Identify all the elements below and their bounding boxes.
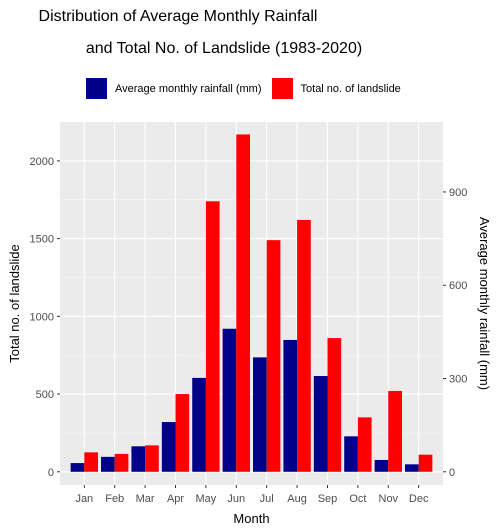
bar-rainfall-oct: [344, 436, 358, 472]
x-axis-tick-label: Jun: [227, 493, 245, 505]
x-axis-tick-label: Feb: [105, 493, 124, 505]
x-axis-tick-label: Dec: [409, 493, 429, 505]
x-axis-tick-label: Aug: [287, 493, 307, 505]
x-axis-tick-label: Mar: [136, 493, 155, 505]
bar-rainfall-may: [192, 377, 206, 472]
bar-rainfall-mar: [131, 446, 146, 472]
left-axis-tick-label: 1000: [30, 311, 54, 323]
right-axis-title: Average monthly rainfall (mm): [477, 217, 492, 390]
bar-landslide-nov: [388, 390, 402, 472]
bar-rainfall-nov: [374, 459, 389, 472]
left-axis-tick-label: 500: [36, 389, 54, 401]
legend-key-rainfall: [86, 78, 107, 99]
chart-title-line2: and Total No. of Landslide (1983-2020): [85, 40, 363, 57]
bar-rainfall-feb: [101, 456, 115, 472]
right-axis-tick-label: 300: [449, 374, 467, 386]
bar-landslide-may: [205, 201, 220, 472]
bar-rainfall-apr: [161, 422, 176, 472]
left-axis-tick-label: 1500: [30, 234, 54, 246]
bar-landslide-jun: [236, 134, 250, 472]
x-axis-tick-label: Jan: [75, 493, 93, 505]
bar-rainfall-aug: [283, 339, 298, 472]
x-axis-tick-label: Nov: [379, 493, 399, 505]
left-axis-tick-label: 0: [48, 467, 54, 479]
bar-landslide-jan: [84, 452, 98, 472]
bar-landslide-mar: [145, 445, 159, 472]
bar-landslide-feb: [114, 453, 129, 472]
chart-title-line1: Distribution of Average Monthly Rainfall: [38, 8, 318, 25]
bar-landslide-oct: [357, 417, 372, 472]
x-axis-title: Month: [233, 511, 269, 526]
legend: Average monthly rainfall (mm) Total no. …: [86, 78, 411, 99]
right-axis-tick-label: 900: [449, 187, 467, 199]
x-axis-tick-label: May: [196, 493, 217, 505]
left-axis-title: Total no. of landslide: [7, 244, 22, 363]
right-axis-tick-label: 600: [449, 280, 467, 292]
left-axis-tick-label: 2000: [30, 156, 54, 168]
bar-landslide-aug: [297, 219, 311, 472]
bar-landslide-apr: [175, 394, 190, 472]
bar-landslide-sep: [327, 338, 342, 472]
legend-label-landslide: Total no. of landslide: [300, 82, 401, 95]
bar-rainfall-dec: [405, 464, 419, 472]
bar-landslide-dec: [418, 454, 433, 472]
legend-key-landslide: [271, 78, 293, 99]
x-axis-tick-label: Sep: [318, 493, 338, 505]
legend-item-rainfall: Average monthly rainfall (mm): [86, 78, 262, 99]
x-axis-tick-label: Oct: [349, 493, 366, 505]
x-axis-tick-label: Jul: [260, 493, 274, 505]
bar-rainfall-jan: [70, 463, 85, 472]
x-axis-tick-label: Apr: [167, 493, 184, 505]
legend-label-rainfall: Average monthly rainfall (mm): [115, 82, 262, 95]
right-axis-tick-label: 0: [449, 467, 455, 479]
bar-landslide-jul: [266, 240, 281, 472]
plot-panel: [60, 122, 443, 485]
bar-rainfall-jul: [253, 357, 267, 472]
legend-item-landslide: Total no. of landslide: [271, 78, 401, 99]
bar-rainfall-jun: [222, 328, 237, 472]
bar-rainfall-sep: [313, 376, 328, 472]
